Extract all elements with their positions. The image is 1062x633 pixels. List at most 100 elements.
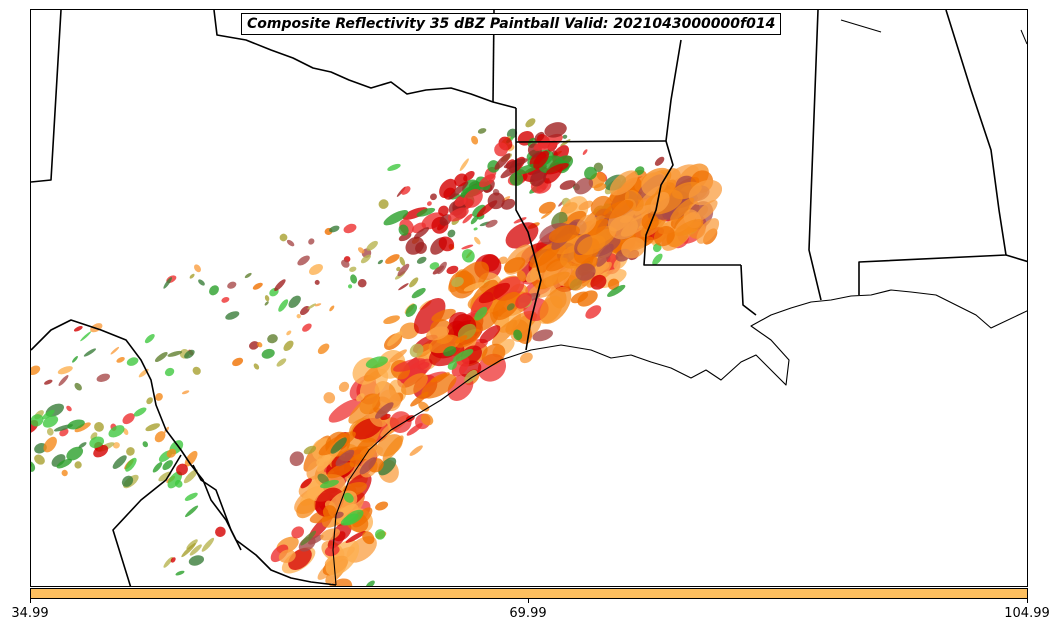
colorbar	[30, 588, 1028, 599]
reflectivity-blob	[439, 178, 457, 199]
reflectivity-blob	[492, 319, 518, 346]
reflectivity-blob	[463, 188, 483, 208]
reflectivity-blob	[621, 237, 646, 259]
reflectivity-blob	[349, 266, 357, 272]
reflectivity-blob	[232, 357, 244, 367]
reflectivity-blob	[194, 264, 201, 273]
reflectivity-blob	[481, 343, 506, 366]
reflectivity-blob	[374, 529, 386, 540]
reflectivity-blob	[267, 334, 278, 344]
reflectivity-blob	[125, 457, 137, 472]
reflectivity-blob	[303, 445, 317, 455]
reflectivity-blob	[323, 392, 336, 404]
reflectivity-blob	[327, 462, 355, 479]
reflectivity-blob	[314, 303, 322, 307]
state-border-al-ga	[858, 10, 1007, 295]
reflectivity-blob	[570, 291, 589, 304]
reflectivity-blob	[329, 305, 335, 312]
reflectivity-blob	[593, 162, 604, 173]
reflectivity-blob	[189, 273, 195, 279]
reflectivity-blob	[459, 158, 469, 172]
reflectivity-blob	[396, 266, 401, 272]
reflectivity-blob	[619, 204, 656, 223]
reflectivity-blob	[264, 295, 270, 302]
state-border-nm-tx	[31, 10, 62, 183]
reflectivity-blob	[317, 473, 329, 485]
colorbar-tick-min	[30, 599, 31, 603]
reflectivity-blob	[385, 254, 400, 264]
reflectivity-blob	[451, 276, 464, 288]
reflectivity-blob	[448, 181, 469, 200]
reflectivity-blob	[110, 346, 120, 355]
reflectivity-blob	[503, 257, 526, 273]
reflectivity-blob	[478, 282, 511, 304]
reflectivity-blob	[443, 346, 457, 357]
reflectivity-blob	[31, 365, 41, 376]
reflectivity-blob	[249, 341, 259, 350]
reflectivity-blob	[112, 455, 127, 469]
reflectivity-blob	[270, 544, 289, 563]
reflectivity-blob	[530, 169, 547, 187]
reflectivity-blob	[454, 173, 468, 187]
reflectivity-blob	[652, 253, 663, 266]
reflectivity-blob	[492, 291, 521, 321]
reflectivity-blob	[67, 419, 85, 430]
reflectivity-blob	[73, 326, 83, 332]
reflectivity-blob	[436, 261, 447, 275]
reflectivity-blob	[462, 213, 473, 224]
reflectivity-blob	[289, 451, 304, 467]
reflectivity-blob	[133, 407, 147, 417]
reflectivity-blob	[343, 492, 354, 503]
reflectivity-blob	[44, 379, 53, 385]
reflectivity-blob	[674, 219, 704, 236]
reflectivity-blob	[152, 462, 163, 473]
reflectivity-blob	[641, 213, 659, 231]
reflectivity-blob	[126, 447, 135, 456]
reflectivity-blob	[479, 173, 496, 188]
reflectivity-blob	[56, 458, 73, 469]
reflectivity-blob	[192, 366, 201, 375]
reflectivity-blob	[163, 277, 172, 289]
reflectivity-blob	[93, 445, 109, 458]
reflectivity-blob	[167, 350, 183, 357]
colorbar-tick-max	[1027, 599, 1028, 603]
reflectivity-blob	[525, 118, 536, 128]
reflectivity-blob	[343, 509, 364, 526]
reflectivity-blob	[356, 393, 365, 402]
reflectivity-blob	[89, 436, 105, 449]
reflectivity-blob	[695, 199, 718, 222]
reflectivity-blob	[155, 392, 163, 401]
reflectivity-blob	[471, 135, 479, 145]
reflectivity-blob	[596, 243, 614, 267]
state-border-fl-ga	[1005, 254, 1027, 263]
reflectivity-blob	[365, 356, 388, 369]
reflectivity-blob	[348, 393, 380, 424]
reflectivity-blob	[359, 368, 389, 399]
reflectivity-blob	[447, 360, 458, 370]
reflectivity-blob	[57, 366, 73, 375]
reflectivity-blob	[175, 570, 185, 576]
reflectivity-blob	[548, 224, 580, 243]
reflectivity-blob	[383, 210, 409, 226]
state-borders-layer	[31, 10, 1027, 586]
reflectivity-blob	[31, 461, 36, 472]
reflectivity-blob	[34, 443, 47, 454]
reflectivity-blob	[327, 531, 346, 549]
reflectivity-blob	[252, 282, 263, 290]
reflectivity-blob	[398, 232, 412, 242]
reflectivity-blob	[546, 163, 569, 175]
reflectivity-blob	[359, 457, 377, 475]
reflectivity-blob	[126, 357, 139, 366]
reflectivity-blob	[452, 349, 474, 362]
reflectivity-blob	[163, 556, 173, 568]
reflectivity-blob	[541, 210, 553, 219]
reflectivity-blob	[607, 284, 626, 297]
reflectivity-blob	[288, 295, 301, 308]
reflectivity-blob	[300, 530, 317, 546]
reflectivity-blob	[426, 326, 449, 341]
reflectivity-blob	[142, 441, 149, 448]
reflectivity-blob	[413, 227, 430, 239]
reflectivity-blob	[474, 236, 481, 245]
reflectivity-blob	[146, 397, 153, 405]
reflectivity-blob	[350, 274, 358, 284]
